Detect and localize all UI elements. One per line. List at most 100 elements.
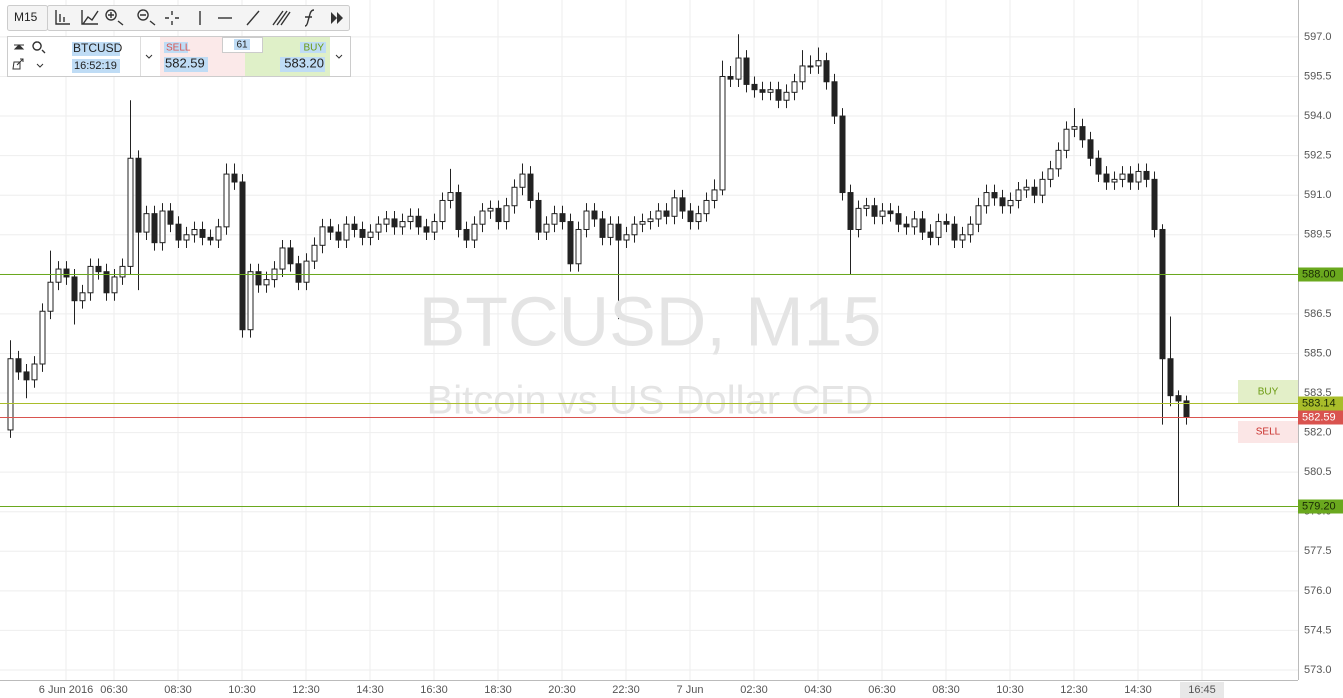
buy-price-highlight	[280, 57, 325, 72]
trend-line-icon[interactable]	[246, 10, 260, 26]
candle-body	[839, 115, 846, 194]
candle-body	[727, 75, 734, 80]
buy-button-label[interactable]: BUY	[1258, 387, 1279, 398]
sell-price[interactable]: 582.59	[165, 55, 205, 70]
candle-body	[15, 358, 22, 373]
candle-body	[951, 223, 958, 241]
candle-body	[863, 205, 870, 209]
candle-body	[935, 221, 942, 238]
candle-body	[735, 57, 742, 80]
candle-body	[383, 218, 390, 225]
candle-body	[439, 199, 446, 223]
candle-body	[591, 210, 598, 220]
level-label-box	[1298, 267, 1343, 282]
candle-body	[47, 281, 54, 312]
candle-body	[823, 60, 830, 83]
candle-body	[1103, 173, 1110, 183]
x-tick-label: 18:30	[484, 684, 512, 696]
interval-label[interactable]: M15	[14, 10, 38, 24]
sell-button-label[interactable]: SELL	[1256, 427, 1281, 438]
sell-price-highlight	[164, 57, 208, 72]
candle-body	[183, 234, 190, 241]
indicator-icon[interactable]	[81, 10, 99, 25]
candle-body	[511, 186, 518, 207]
candle-body	[263, 279, 270, 286]
candle-body	[463, 228, 470, 241]
level-label: 588.00	[1302, 268, 1336, 280]
symbol[interactable]: BTCUSD	[73, 41, 123, 55]
candle-body	[1039, 178, 1046, 196]
y-tick-label: 586.5	[1304, 308, 1332, 320]
x-tick-label: 22:30	[612, 684, 640, 696]
candle-body	[1111, 178, 1118, 183]
candle-body	[703, 199, 710, 215]
candle-body	[1087, 139, 1094, 159]
x-tick-label: 14:30	[356, 684, 384, 696]
candle-body	[1031, 186, 1038, 196]
x-tick-label: 16:45	[1188, 684, 1216, 696]
candle-body	[639, 221, 646, 225]
buy-label-highlight	[300, 42, 326, 53]
sell-label[interactable]: SELL	[166, 43, 191, 54]
spread: 61	[236, 40, 248, 51]
popout-icon[interactable]	[12, 58, 24, 70]
crosshair-icon[interactable]	[165, 11, 179, 25]
y-tick-label: 585.0	[1304, 347, 1332, 359]
candle-body	[927, 231, 934, 238]
candle-body	[135, 157, 142, 233]
sell-label-highlight	[164, 42, 188, 53]
y-tick-label: 573.0	[1304, 664, 1332, 676]
candle-body	[959, 234, 966, 241]
x-tick-label: 02:30	[740, 684, 768, 696]
toolbar: M15	[7, 5, 350, 31]
candle-body	[231, 173, 238, 183]
buy-label[interactable]: BUY	[303, 43, 324, 54]
candle-body	[343, 223, 350, 241]
zoom-out-icon[interactable]	[137, 9, 156, 26]
y-tick-label: 592.5	[1304, 150, 1332, 162]
x-tick-label: 14:30	[1124, 684, 1152, 696]
symbol-highlight	[72, 42, 120, 56]
candle-body	[743, 57, 750, 85]
candle-body	[871, 205, 878, 217]
dropdown-icon[interactable]	[36, 63, 44, 68]
candle-body	[375, 223, 382, 233]
candle-body	[359, 228, 366, 238]
candle-body	[1007, 199, 1014, 207]
candle-body	[887, 210, 894, 215]
candle-body	[335, 231, 342, 241]
candle-body	[847, 192, 854, 230]
sell-button[interactable]	[1238, 421, 1298, 443]
trade-panel: BTCUSD 16:52:19 SELL 582.59 61 BUY 583.2…	[7, 36, 351, 77]
candle-body	[791, 81, 798, 93]
candle-body	[7, 358, 14, 431]
bars-icon[interactable]	[55, 10, 70, 25]
search-icon[interactable]	[32, 41, 46, 54]
dropdown-icon[interactable]	[335, 54, 343, 59]
dropdown-icon[interactable]	[145, 54, 153, 59]
x-tick-label: 06:30	[868, 684, 896, 696]
more-icon[interactable]	[331, 12, 343, 24]
candle-body	[1079, 126, 1086, 141]
candle-body	[519, 173, 526, 188]
candle-body	[103, 271, 110, 294]
buy-price[interactable]: 583.20	[284, 55, 324, 70]
buy-button[interactable]	[1238, 380, 1298, 403]
x-tick-label: 06:30	[100, 684, 128, 696]
fibonacci-icon[interactable]	[304, 9, 315, 27]
candle-body	[175, 223, 182, 241]
candle-body	[415, 215, 422, 228]
zoom-in-icon[interactable]	[105, 9, 124, 26]
candle-body	[1127, 173, 1134, 183]
candle-body	[127, 157, 134, 267]
candle-body	[799, 65, 806, 83]
watermark-subtitle: Bitcoin vs US Dollar CFD	[427, 379, 874, 423]
level-label: 582.59	[1302, 411, 1336, 423]
candle-body	[87, 265, 94, 294]
candle-body	[455, 192, 462, 230]
collapse-icon[interactable]	[13, 44, 25, 50]
candle-body	[223, 173, 230, 228]
channel-icon[interactable]	[272, 10, 291, 26]
y-tick-label: 597.0	[1304, 31, 1332, 43]
